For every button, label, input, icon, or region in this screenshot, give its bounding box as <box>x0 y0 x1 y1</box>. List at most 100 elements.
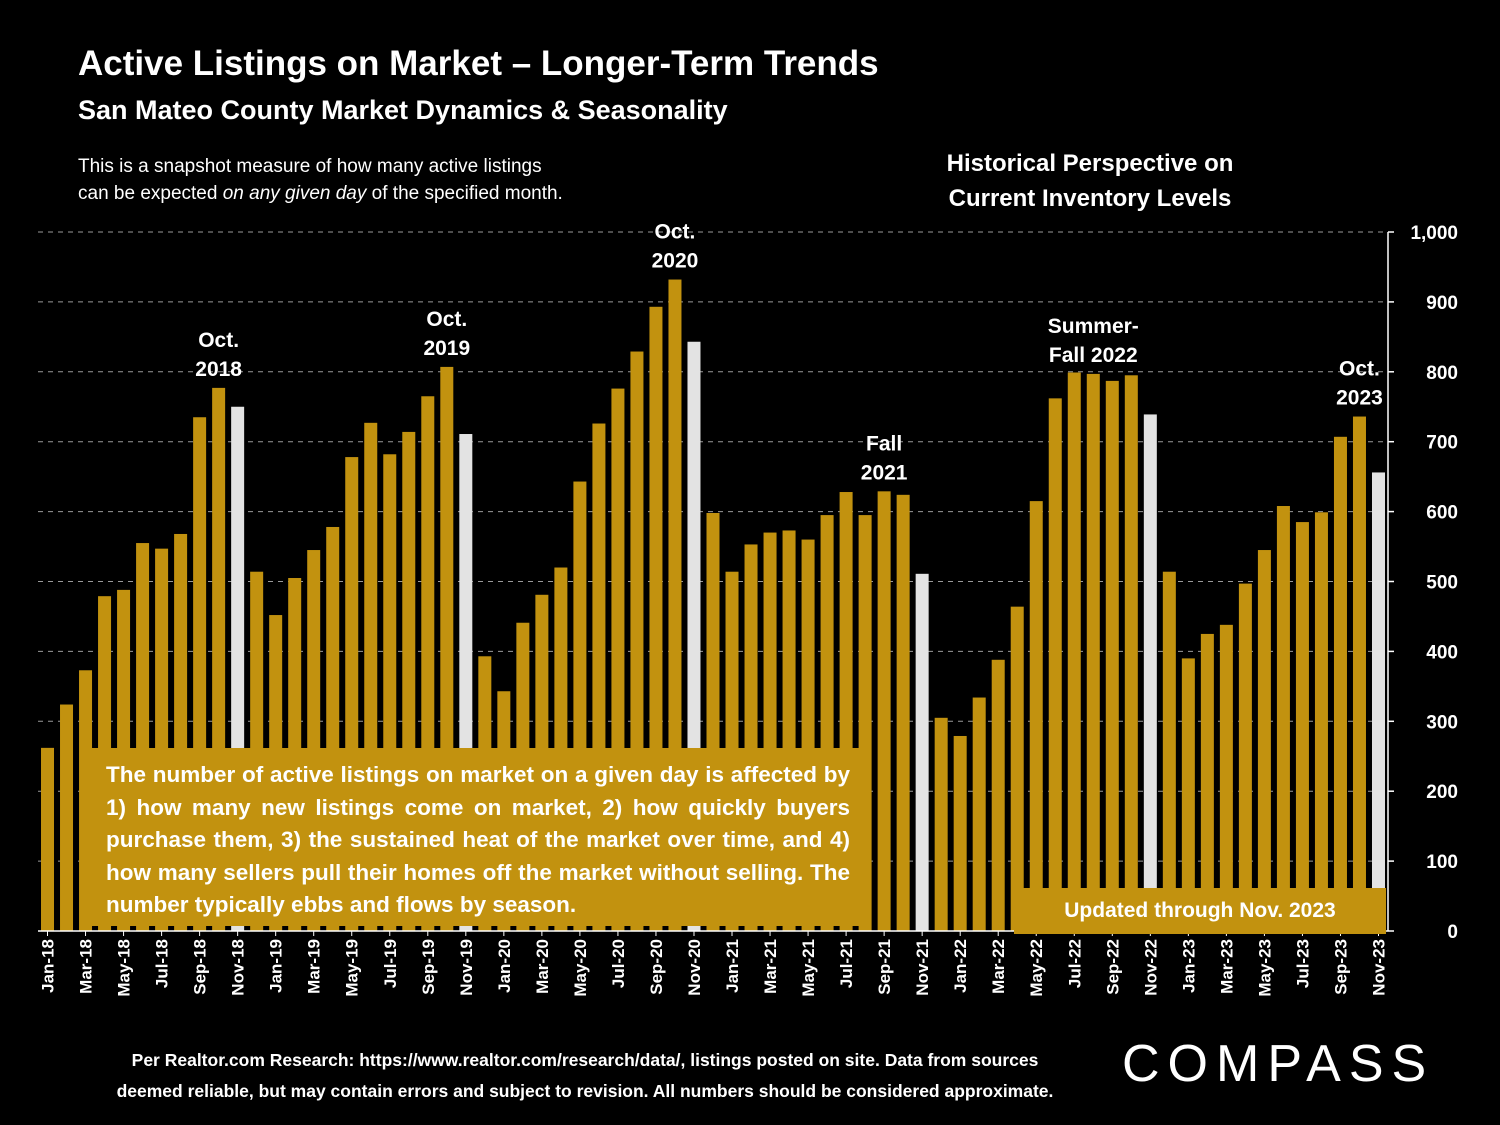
x-tick-label: May-21 <box>799 939 818 997</box>
y-tick-label: 200 <box>1426 782 1458 803</box>
bar-nov-21 <box>915 573 929 931</box>
bar-feb-18 <box>60 704 74 931</box>
y-tick-label: 0 <box>1447 922 1458 943</box>
footnote-line-2: deemed reliable, but may contain errors … <box>116 1081 1054 1101</box>
y-tick-label: 400 <box>1426 642 1458 663</box>
bar-jun-23 <box>1276 506 1290 931</box>
page-title: Active Listings on Market – Longer-Term … <box>78 44 879 83</box>
bar-jul-23 <box>1295 522 1309 931</box>
bar-sep-21 <box>877 491 891 931</box>
y-tick-label: 100 <box>1426 852 1458 873</box>
bar-jun-22 <box>1048 398 1062 931</box>
x-tick-label: Mar-22 <box>989 939 1008 994</box>
y-tick-label: 800 <box>1426 363 1458 384</box>
bar-oct-22 <box>1124 375 1138 931</box>
bar-aug-23 <box>1314 512 1328 931</box>
x-tick-label: Nov-18 <box>229 939 248 996</box>
historical-heading-line-2: Current Inventory Levels <box>948 185 1232 212</box>
bar-mar-23 <box>1219 624 1233 931</box>
bar-sep-22 <box>1105 380 1119 932</box>
annotation-label: Oct. <box>426 308 467 331</box>
x-tick-label: Sep-18 <box>191 939 210 995</box>
x-tick-label: Nov-19 <box>457 939 476 996</box>
bar-jan-18 <box>41 747 55 931</box>
annotation-label: 2019 <box>423 337 470 360</box>
annotation-label: Summer- <box>1048 315 1139 338</box>
annotation-label: Oct. <box>1339 358 1380 381</box>
bar-feb-23 <box>1200 633 1214 931</box>
x-tick-label: Nov-21 <box>913 939 932 996</box>
annotation-label: 2023 <box>1336 387 1383 410</box>
bar-jan-23 <box>1181 658 1195 931</box>
annotation-label: Fall 2022 <box>1049 344 1138 367</box>
bar-mar-18 <box>79 670 93 931</box>
source-footnote: Per Realtor.com Research: https://www.re… <box>60 1045 1110 1107</box>
x-tick-label: Jan-23 <box>1179 939 1198 993</box>
bar-apr-23 <box>1238 583 1252 931</box>
bar-oct-23 <box>1352 416 1366 931</box>
x-tick-label: Jul-21 <box>837 939 856 988</box>
historical-perspective-heading: Historical Perspective on Current Invent… <box>910 146 1270 216</box>
description-emphasis: on any given day <box>222 183 367 204</box>
bar-aug-22 <box>1086 373 1100 932</box>
y-tick-label: 600 <box>1426 503 1458 524</box>
bar-nov-23 <box>1371 472 1385 931</box>
x-tick-label: Nov-23 <box>1369 939 1388 996</box>
bar-apr-22 <box>1010 606 1024 931</box>
bar-sep-23 <box>1333 436 1347 931</box>
description-line-1: This is a snapshot measure of how many a… <box>78 156 542 177</box>
explanation-callout: The number of active listings on market … <box>90 748 862 926</box>
annotation-label: 2021 <box>861 461 908 484</box>
x-tick-label: Mar-20 <box>533 939 552 994</box>
x-tick-label: May-19 <box>343 939 362 997</box>
page-subtitle: San Mateo County Market Dynamics & Seaso… <box>78 95 728 125</box>
x-tick-label: May-18 <box>115 939 134 997</box>
historical-heading-line-1: Historical Perspective on <box>946 150 1234 177</box>
y-tick-label: 500 <box>1426 573 1458 594</box>
x-tick-label: May-22 <box>1027 939 1046 997</box>
x-tick-label: Jul-18 <box>153 939 172 988</box>
x-tick-label: Jul-23 <box>1293 939 1312 988</box>
x-tick-label: Mar-21 <box>761 939 780 994</box>
description-line-2a: can be expected <box>78 183 223 204</box>
x-tick-label: May-20 <box>571 939 590 997</box>
x-tick-label: Jul-20 <box>609 939 628 988</box>
annotation-label: 2018 <box>195 358 242 381</box>
x-tick-label: Jan-21 <box>723 939 742 993</box>
bar-feb-22 <box>972 697 986 931</box>
x-tick-label: Sep-22 <box>1103 939 1122 995</box>
x-tick-label: Mar-23 <box>1217 939 1236 994</box>
y-tick-label: 1,000 <box>1410 223 1458 244</box>
bar-jan-22 <box>953 735 967 931</box>
annotation-label: 2020 <box>652 250 699 273</box>
y-tick-label: 900 <box>1426 293 1458 314</box>
x-tick-label: Sep-19 <box>419 939 438 995</box>
bar-nov-22 <box>1143 414 1157 932</box>
updated-through-badge: Updated through Nov. 2023 <box>1014 888 1386 934</box>
x-tick-label: Jan-20 <box>495 939 514 993</box>
bar-dec-22 <box>1162 571 1176 931</box>
x-tick-label: Jan-18 <box>39 939 58 993</box>
x-tick-label: Jul-19 <box>381 939 400 988</box>
bar-may-23 <box>1257 550 1271 931</box>
description-line-2b: of the specified month. <box>366 183 563 204</box>
x-tick-label: Nov-22 <box>1141 939 1160 996</box>
y-tick-label: 300 <box>1426 712 1458 733</box>
x-tick-label: Jan-22 <box>951 939 970 993</box>
x-tick-label: Mar-19 <box>305 939 324 994</box>
bar-oct-21 <box>896 494 910 931</box>
y-tick-label: 700 <box>1426 433 1458 454</box>
x-tick-label: Sep-20 <box>647 939 666 995</box>
bar-jul-22 <box>1067 372 1081 931</box>
compass-logo: COMPASS <box>1122 1035 1435 1093</box>
x-tick-label: Sep-23 <box>1331 939 1350 995</box>
bar-may-22 <box>1029 501 1043 931</box>
x-tick-label: Jan-19 <box>267 939 286 993</box>
x-tick-label: Jul-22 <box>1065 939 1084 988</box>
x-tick-label: May-23 <box>1255 939 1274 997</box>
annotation-label: Fall <box>866 432 902 455</box>
bar-dec-21 <box>934 717 948 931</box>
chart-description: This is a snapshot measure of how many a… <box>78 153 563 207</box>
footnote-line-1: Per Realtor.com Research: https://www.re… <box>131 1050 1039 1070</box>
annotation-label: Oct. <box>655 221 696 244</box>
